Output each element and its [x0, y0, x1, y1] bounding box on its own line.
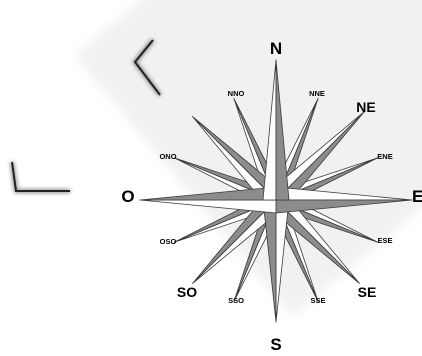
- label-east: E: [412, 187, 422, 206]
- label-west: O: [121, 187, 134, 206]
- label-nno: NNO: [228, 89, 245, 98]
- rose-point-n: [262, 59, 290, 201]
- compass-rose-points: [139, 59, 413, 323]
- compass-labels: N S O E NE SE SO NNE NNO ENE ONO ESE OSO…: [121, 39, 422, 354]
- corner-mark-top-icon: [133, 39, 162, 96]
- label-ono: ONO: [159, 152, 176, 161]
- label-sso: SSO: [228, 296, 244, 305]
- label-sse: SSE: [310, 296, 325, 305]
- label-ese: ESE: [377, 236, 392, 245]
- label-southwest: SO: [177, 284, 197, 300]
- label-southeast: SE: [358, 284, 377, 300]
- label-nne: NNE: [309, 89, 325, 98]
- corner-mark-left-icon: [10, 161, 70, 193]
- label-northeast: NE: [356, 99, 375, 115]
- rose-point-n-dark-half: [275, 59, 290, 201]
- rose-point-s: [262, 199, 290, 323]
- paper-shadow: [74, 0, 422, 316]
- label-north: N: [270, 39, 282, 58]
- label-south: S: [270, 335, 281, 354]
- label-ene: ENE: [377, 152, 392, 161]
- label-oso: OSO: [160, 237, 177, 246]
